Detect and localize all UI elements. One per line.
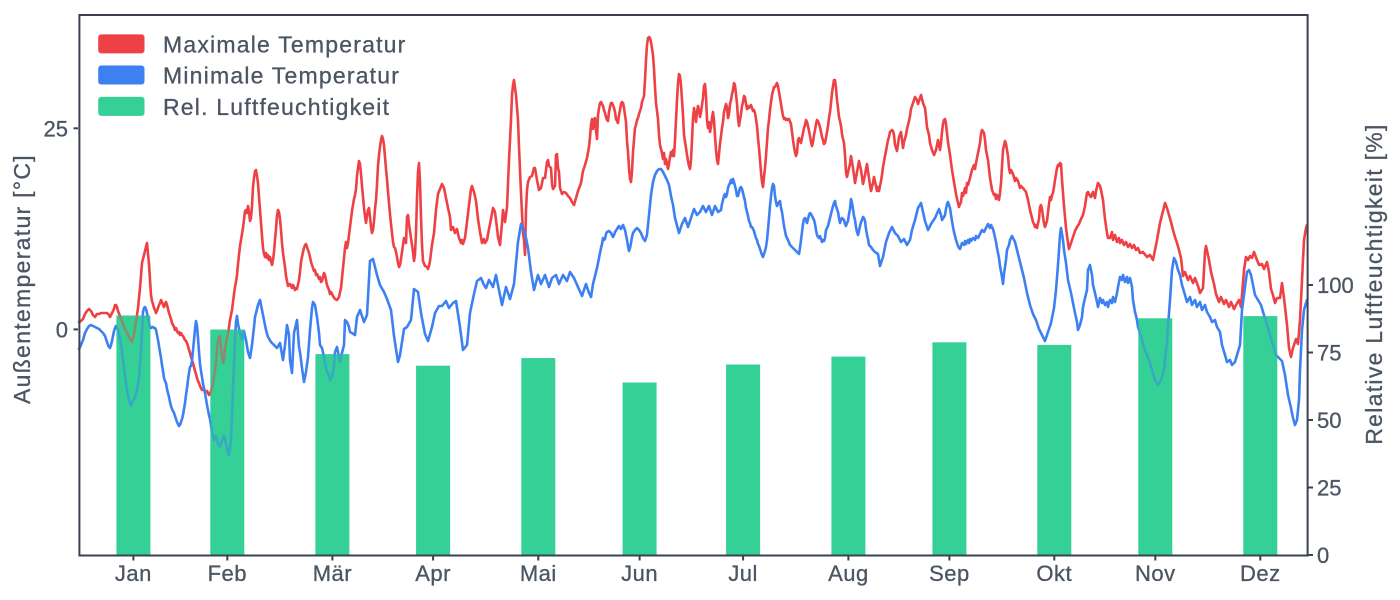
svg-text:Maximale Temperatur: Maximale Temperatur — [163, 31, 407, 57]
svg-text:Relative Luftfeuchtigkeit [%]: Relative Luftfeuchtigkeit [%] — [1361, 123, 1387, 445]
svg-text:Nov: Nov — [1135, 561, 1176, 586]
svg-text:75: 75 — [1317, 341, 1341, 366]
svg-text:50: 50 — [1317, 408, 1341, 433]
svg-text:0: 0 — [56, 317, 68, 342]
svg-text:Jan: Jan — [115, 561, 152, 586]
svg-text:Feb: Feb — [208, 561, 247, 586]
svg-text:0: 0 — [1317, 543, 1329, 568]
svg-text:Aug: Aug — [828, 561, 869, 586]
svg-text:Außentemperatur [°C]: Außentemperatur [°C] — [9, 154, 35, 404]
svg-text:Mär: Mär — [313, 561, 352, 586]
svg-text:Sep: Sep — [929, 561, 970, 586]
svg-text:Apr: Apr — [415, 561, 451, 586]
svg-text:25: 25 — [44, 116, 68, 141]
svg-text:Jul: Jul — [728, 561, 758, 586]
svg-text:Minimale Temperatur: Minimale Temperatur — [163, 62, 400, 88]
svg-text:Rel. Luftfeuchtigkeit: Rel. Luftfeuchtigkeit — [163, 94, 390, 120]
svg-text:Okt: Okt — [1036, 561, 1072, 586]
svg-text:Dez: Dez — [1240, 561, 1281, 586]
svg-text:Mai: Mai — [520, 561, 557, 586]
svg-text:Jun: Jun — [621, 561, 658, 586]
svg-text:25: 25 — [1317, 476, 1341, 501]
svg-text:100: 100 — [1317, 273, 1354, 298]
